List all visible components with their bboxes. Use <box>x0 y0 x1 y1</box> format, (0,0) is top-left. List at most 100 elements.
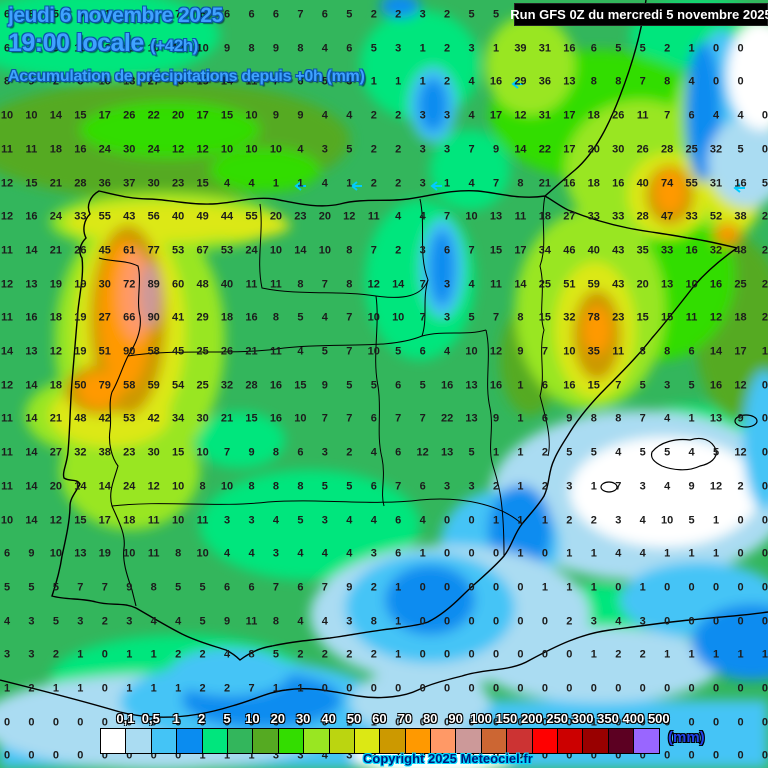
grid-value: 14 <box>0 345 14 358</box>
grid-value: 10 <box>0 514 14 526</box>
grid-value: 3 <box>28 648 35 661</box>
grid-value: 7 <box>615 379 622 392</box>
grid-value: 0 <box>688 581 695 594</box>
grid-value: 6 <box>223 581 231 594</box>
grid-value: 35 <box>636 244 649 257</box>
grid-value: 60 <box>172 278 185 291</box>
grid-value: 1 <box>272 682 279 695</box>
grid-value: 25 <box>196 345 209 358</box>
grid-value: 0 <box>737 615 744 628</box>
grid-value: 0 <box>492 581 500 594</box>
grid-value: 51 <box>563 278 576 291</box>
grid-value: 8 <box>272 311 279 324</box>
grid-value: 3 <box>346 615 353 628</box>
grid-value: 13 <box>123 75 136 88</box>
grid-value: 0 <box>712 75 720 88</box>
grid-value: 8 <box>517 177 524 189</box>
grid-value: 12 <box>172 143 185 156</box>
grid-value: 0 <box>761 379 768 392</box>
grid-value: 8 <box>248 42 255 55</box>
grid-value: 1 <box>492 446 500 459</box>
grid-value: 11 <box>1 446 13 459</box>
grid-value: 33 <box>612 210 625 223</box>
grid-value: 61 <box>123 244 136 257</box>
grid-value: 16 <box>612 177 625 189</box>
grid-value: 21 <box>49 244 63 257</box>
grid-value: 10 <box>123 547 136 560</box>
grid-value: 3 <box>272 749 279 762</box>
grid-value: 27 <box>563 210 576 223</box>
legend-swatch <box>558 729 584 753</box>
grid-value: 15 <box>74 109 87 122</box>
grid-value: 30 <box>123 143 136 156</box>
grid-value: 3 <box>297 749 304 762</box>
grid-value: 22 <box>538 143 552 156</box>
grid-value: 2 <box>297 648 304 661</box>
grid-value: 0 <box>712 682 720 695</box>
grid-value: 5 <box>272 648 279 661</box>
grid-value: 9 <box>272 109 279 122</box>
grid-value: 3 <box>3 648 11 661</box>
grid-value: 23 <box>294 210 307 223</box>
grid-value: 10 <box>465 345 478 358</box>
grid-value: 2 <box>395 244 402 257</box>
grid-value: 2 <box>321 648 328 661</box>
grid-value: 0 <box>566 648 573 661</box>
grid-value: 0 <box>150 716 157 729</box>
grid-value: 5 <box>468 446 475 459</box>
grid-value: 0 <box>541 547 548 560</box>
grid-value: 0 <box>321 716 328 729</box>
grid-value: 1 <box>370 716 377 729</box>
grid-value: 0 <box>517 648 524 661</box>
grid-value: 50 <box>74 379 87 392</box>
grid-value: 9 <box>272 42 279 55</box>
grid-value: 3 <box>419 109 426 122</box>
grid-value: 6 <box>223 8 231 21</box>
grid-value: 10 <box>172 514 185 526</box>
grid-value: 9 <box>28 75 35 88</box>
grid-value: 3 <box>444 278 451 291</box>
grid-value: 5 <box>199 581 206 594</box>
grid-value: 13 <box>465 412 478 425</box>
grid-value: 5 <box>199 615 206 628</box>
legend-threshold-label: 500 <box>647 711 670 726</box>
grid-value: 13 <box>25 345 38 358</box>
grid-value: 0 <box>688 749 695 762</box>
grid-value: 32 <box>709 143 723 156</box>
grid-value: 2 <box>346 648 353 661</box>
grid-value: 0 <box>52 749 59 762</box>
grid-value: 0 <box>468 581 475 594</box>
grid-value: 1 <box>223 749 231 762</box>
grid-value: 0 <box>541 749 548 762</box>
legend-threshold-labels: 0,1 0,5 1 2 5 10 20 30 40 50 60 70 80 90 100 150 200 250 3… <box>0 711 768 726</box>
grid-value: 31 <box>709 177 723 189</box>
grid-value: 0 <box>517 749 524 762</box>
grid-value: 18 <box>49 379 63 392</box>
grid-value: 7 <box>321 278 328 291</box>
grid-value: 8 <box>272 615 279 628</box>
grid-value: 7 <box>321 412 328 425</box>
grid-value: 11 <box>612 345 625 358</box>
grid-value: 5 <box>468 8 475 21</box>
legend-swatch <box>329 729 355 753</box>
grid-value: 1 <box>688 547 695 560</box>
grid-value: 6 <box>297 446 304 459</box>
legend-threshold-label: 10 <box>245 711 260 726</box>
grid-value: 26 <box>636 143 649 156</box>
grid-value: 0 <box>541 615 548 628</box>
grid-value: 0 <box>737 75 744 88</box>
grid-value: 8 <box>272 480 279 493</box>
grid-value: 10 <box>196 446 209 459</box>
grid-value: 14 <box>514 278 527 291</box>
grid-value: 24 <box>49 210 63 223</box>
grid-value: 18 <box>49 311 63 324</box>
grid-value: 16 <box>563 42 576 55</box>
grid-value: 8 <box>639 345 646 358</box>
legend-unit-label: (mm) <box>668 729 705 746</box>
grid-value: 16 <box>734 177 747 189</box>
legend-swatch <box>532 729 559 753</box>
grid-value: 13 <box>489 210 503 223</box>
grid-value: 3 <box>346 75 353 88</box>
grid-value: 4 <box>370 446 377 459</box>
grid-value: 4 <box>321 177 328 189</box>
